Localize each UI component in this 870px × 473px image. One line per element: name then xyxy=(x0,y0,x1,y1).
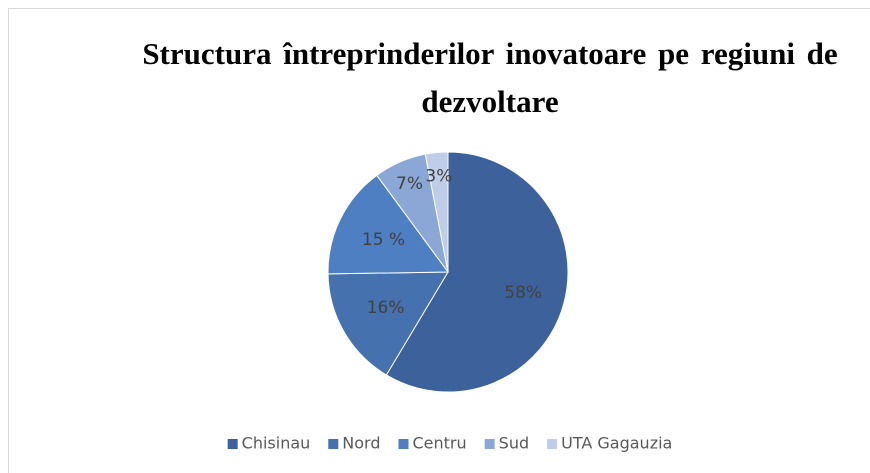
legend-label: Chisinau xyxy=(242,434,311,453)
data-label: 3% xyxy=(425,166,452,186)
chart-title: Structura întreprinderilor inovatoare pe… xyxy=(142,36,838,119)
legend-label: UTA Gagauzia xyxy=(561,434,672,453)
legend-label: Nord xyxy=(342,434,380,453)
data-label: 58% xyxy=(504,283,542,303)
legend-marker xyxy=(227,439,238,449)
data-label: 16% xyxy=(367,298,405,318)
legend-label: Centru xyxy=(413,434,467,453)
legend-marker xyxy=(398,439,409,449)
pie-slice xyxy=(385,151,569,393)
chart-frame xyxy=(8,8,870,473)
legend-label: Sud xyxy=(499,434,529,453)
data-label: 7% xyxy=(396,174,423,194)
legend-marker xyxy=(328,439,339,449)
pie-slice xyxy=(327,271,449,376)
pie-slice xyxy=(327,174,449,275)
pie-slice xyxy=(424,151,449,273)
data-label: 15 % xyxy=(362,230,405,250)
legend-marker xyxy=(484,439,495,449)
legend-marker xyxy=(547,439,558,449)
